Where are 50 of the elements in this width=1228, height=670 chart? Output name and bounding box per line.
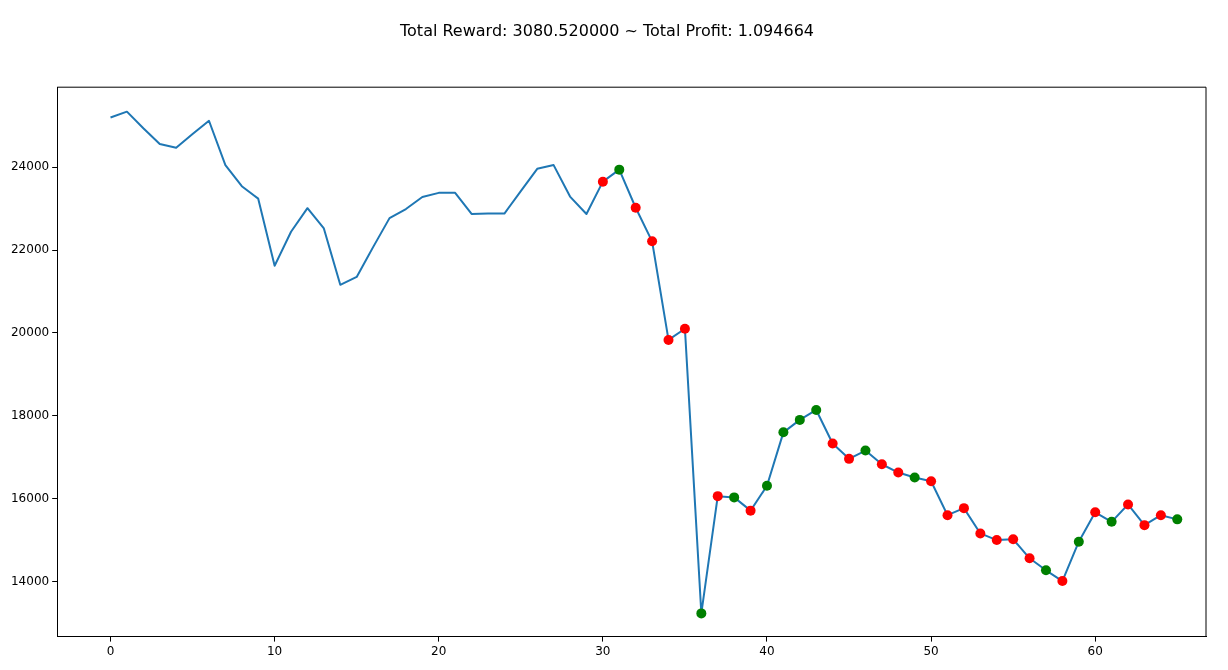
point	[860, 445, 871, 456]
point	[942, 510, 953, 521]
point	[630, 202, 641, 213]
point	[778, 427, 789, 438]
point	[958, 503, 969, 514]
point	[991, 535, 1002, 546]
point	[1123, 499, 1134, 510]
point	[1024, 553, 1035, 564]
point	[1106, 516, 1117, 527]
x-tick-label: 20	[431, 643, 447, 658]
point	[679, 323, 690, 334]
point	[729, 492, 740, 503]
y-tick-label: 18000	[10, 407, 50, 422]
point	[1139, 520, 1150, 531]
y-tick-label: 20000	[10, 325, 50, 340]
point	[827, 438, 838, 449]
point	[1090, 507, 1101, 518]
x-tick-label: 30	[595, 643, 611, 658]
point	[761, 480, 772, 491]
point	[647, 236, 658, 247]
point	[1008, 534, 1019, 545]
x-tick-label: 40	[759, 643, 775, 658]
point	[893, 467, 904, 478]
point	[975, 528, 986, 539]
point	[597, 176, 608, 187]
point	[614, 164, 625, 175]
point	[1073, 536, 1084, 547]
point	[794, 414, 805, 425]
x-tick-label: 60	[1087, 643, 1103, 658]
chart-title: Total Reward: 3080.520000 ~ Total Profit: 1.094664	[399, 20, 814, 40]
point	[1040, 565, 1051, 576]
y-tick-label: 22000	[10, 242, 50, 257]
point	[1172, 514, 1183, 525]
point	[909, 472, 920, 483]
point	[712, 491, 723, 502]
y-tick-label: 16000	[10, 490, 50, 505]
x-tick-label: 50	[923, 643, 939, 658]
x-tick-label: 10	[266, 643, 283, 658]
point	[876, 459, 887, 470]
point	[696, 608, 707, 619]
x-tick-label: 0	[106, 643, 115, 658]
point	[811, 404, 822, 415]
point	[663, 334, 674, 345]
point	[1155, 510, 1166, 521]
point	[745, 505, 756, 516]
point	[926, 476, 937, 487]
point	[844, 453, 855, 464]
y-tick-label: 24000	[10, 159, 50, 174]
point	[1057, 576, 1068, 587]
y-tick-label: 14000	[10, 573, 50, 588]
